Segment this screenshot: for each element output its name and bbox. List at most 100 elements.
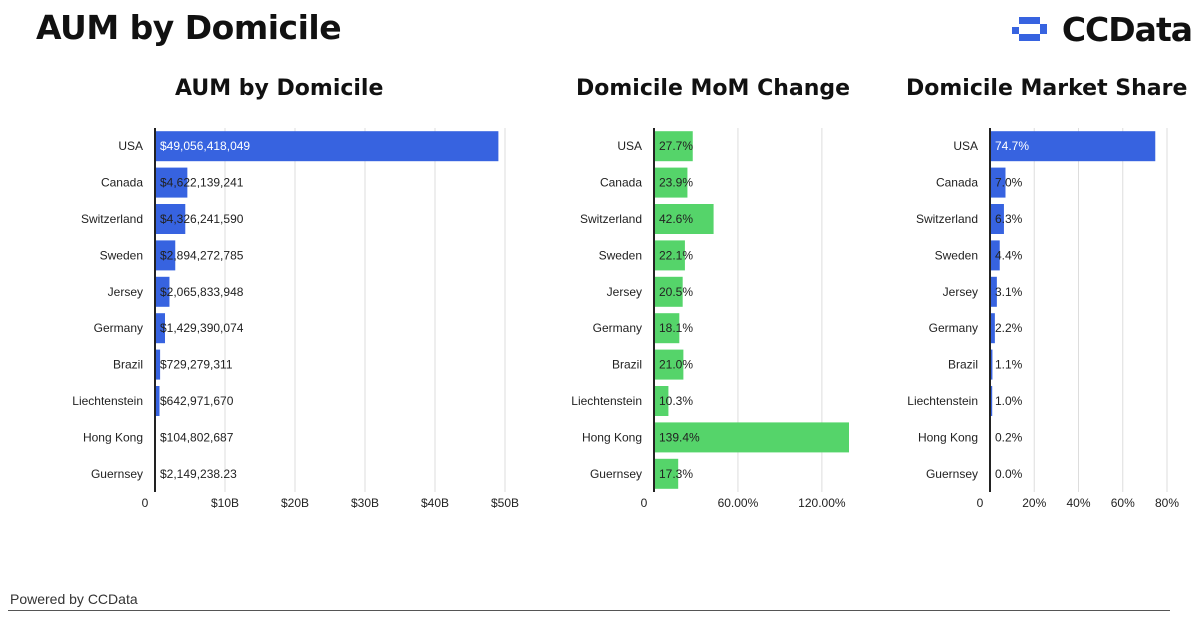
share-value-label: 0.0% — [995, 467, 1023, 481]
aum-tick-label: 0 — [142, 496, 149, 510]
ccdata-logo-icon — [1011, 16, 1047, 41]
share-value-label: 1.1% — [995, 358, 1023, 372]
share-tick-label: 20% — [1022, 496, 1046, 510]
aum-category-label: USA — [118, 139, 143, 153]
mom-category-label: Brazil — [612, 358, 642, 372]
share-category-label: Germany — [929, 321, 978, 335]
share-category-label: Switzerland — [916, 212, 978, 226]
mom-category-label: Hong Kong — [582, 430, 642, 444]
mom-bar — [654, 131, 693, 162]
mom-bar — [654, 204, 714, 234]
mom-bar — [654, 276, 683, 307]
share-chart-title: Domicile Market Share — [906, 76, 1188, 101]
share-value-label: 4.4% — [995, 248, 1023, 262]
mom-category-label: Sweden — [599, 248, 642, 262]
aum-category-label: Guernsey — [91, 467, 143, 481]
share-category-label: Guernsey — [926, 467, 978, 481]
aum-value-label: $2,894,272,785 — [160, 248, 244, 262]
aum-value-label: $1,429,390,074 — [160, 321, 244, 335]
share-category-label: Hong Kong — [918, 430, 978, 444]
share-bar — [990, 313, 995, 344]
mom-category-label: Switzerland — [580, 212, 642, 226]
mom-category-label: Canada — [600, 176, 642, 190]
aum-category-label: Germany — [94, 321, 143, 335]
footer-powered-by: Powered by CCData — [10, 591, 138, 607]
aum-category-label: Canada — [101, 176, 143, 190]
mom-category-label: Germany — [593, 321, 642, 335]
share-value-label: 0.2% — [995, 430, 1023, 444]
aum-value-label: $49,056,418,049 — [160, 139, 250, 153]
mom-category-label: Liechtenstein — [571, 394, 642, 408]
aum-bar — [155, 276, 170, 307]
aum-value-label: $2,065,833,948 — [160, 285, 244, 299]
aum-bar — [155, 386, 160, 416]
mom-value-label: 27.7% — [659, 139, 693, 153]
share-category-label: Jersey — [943, 285, 978, 299]
share-category-label: USA — [953, 139, 978, 153]
aum-category-label: Brazil — [113, 358, 143, 372]
mom-bar — [654, 386, 669, 416]
share-bar — [990, 167, 1006, 198]
aum-category-label: Sweden — [100, 248, 143, 262]
mom-value-label: 17.3% — [659, 467, 693, 481]
share-value-label: 6.3% — [995, 212, 1023, 226]
mom-value-label: 18.1% — [659, 321, 693, 335]
share-bar — [990, 240, 1000, 271]
share-value-label: 2.2% — [995, 321, 1023, 335]
aum-category-label: Switzerland — [81, 212, 143, 226]
aum-value-label: $729,279,311 — [160, 358, 233, 372]
aum-tick-label: $50B — [491, 496, 519, 510]
share-tick-label: 0 — [977, 496, 984, 510]
aum-category-label: Liechtenstein — [72, 394, 143, 408]
aum-value-label: $104,802,687 — [160, 430, 234, 444]
mom-bar — [654, 422, 849, 453]
aum-category-label: Jersey — [108, 285, 143, 299]
mom-bar — [654, 349, 684, 380]
footer-divider — [8, 610, 1170, 611]
aum-tick-label: $20B — [281, 496, 309, 510]
page-title: AUM by Domicile — [36, 8, 342, 47]
aum-chart-title: AUM by Domicile — [175, 76, 384, 101]
mom-value-label: 139.4% — [659, 430, 700, 444]
mom-category-label: Guernsey — [590, 467, 642, 481]
share-bar — [990, 204, 1004, 234]
brand-name: CCData — [1061, 10, 1193, 49]
mom-value-label: 42.6% — [659, 212, 693, 226]
aum-category-label: Hong Kong — [83, 430, 143, 444]
mom-chart-title: Domicile MoM Change — [576, 76, 851, 101]
mom-tick-label: 120.00% — [798, 496, 846, 510]
aum-value-label: $642,971,670 — [160, 394, 234, 408]
aum-value-label: $4,622,139,241 — [160, 176, 244, 190]
mom-bar — [654, 240, 685, 271]
aum-bar — [155, 167, 188, 198]
mom-bar — [654, 458, 679, 489]
mom-value-label: 21.0% — [659, 358, 693, 372]
share-bar — [990, 386, 993, 416]
mom-tick-label: 0 — [641, 496, 648, 510]
aum-bar — [155, 131, 499, 162]
share-value-label: 3.1% — [995, 285, 1023, 299]
share-bar — [990, 276, 997, 307]
aum-bar — [155, 349, 161, 380]
share-value-label: 1.0% — [995, 394, 1023, 408]
mom-value-label: 23.9% — [659, 176, 693, 190]
brand-logo: CCData — [1010, 10, 1193, 49]
mom-bar — [654, 313, 680, 344]
aum-bar — [155, 240, 176, 271]
share-value-label: 7.0% — [995, 176, 1023, 190]
share-bar — [990, 349, 993, 380]
share-tick-label: 80% — [1155, 496, 1179, 510]
aum-tick-label: $30B — [351, 496, 379, 510]
aum-tick-label: $10B — [211, 496, 239, 510]
share-value-label: 74.7% — [995, 139, 1029, 153]
aum-tick-label: $40B — [421, 496, 449, 510]
share-tick-label: 60% — [1111, 496, 1135, 510]
share-category-label: Sweden — [935, 248, 978, 262]
share-category-label: Canada — [936, 176, 978, 190]
aum-value-label: $4,326,241,590 — [160, 212, 244, 226]
aum-value-label: $2,149,238.23 — [160, 467, 237, 481]
share-bar — [990, 131, 1156, 162]
